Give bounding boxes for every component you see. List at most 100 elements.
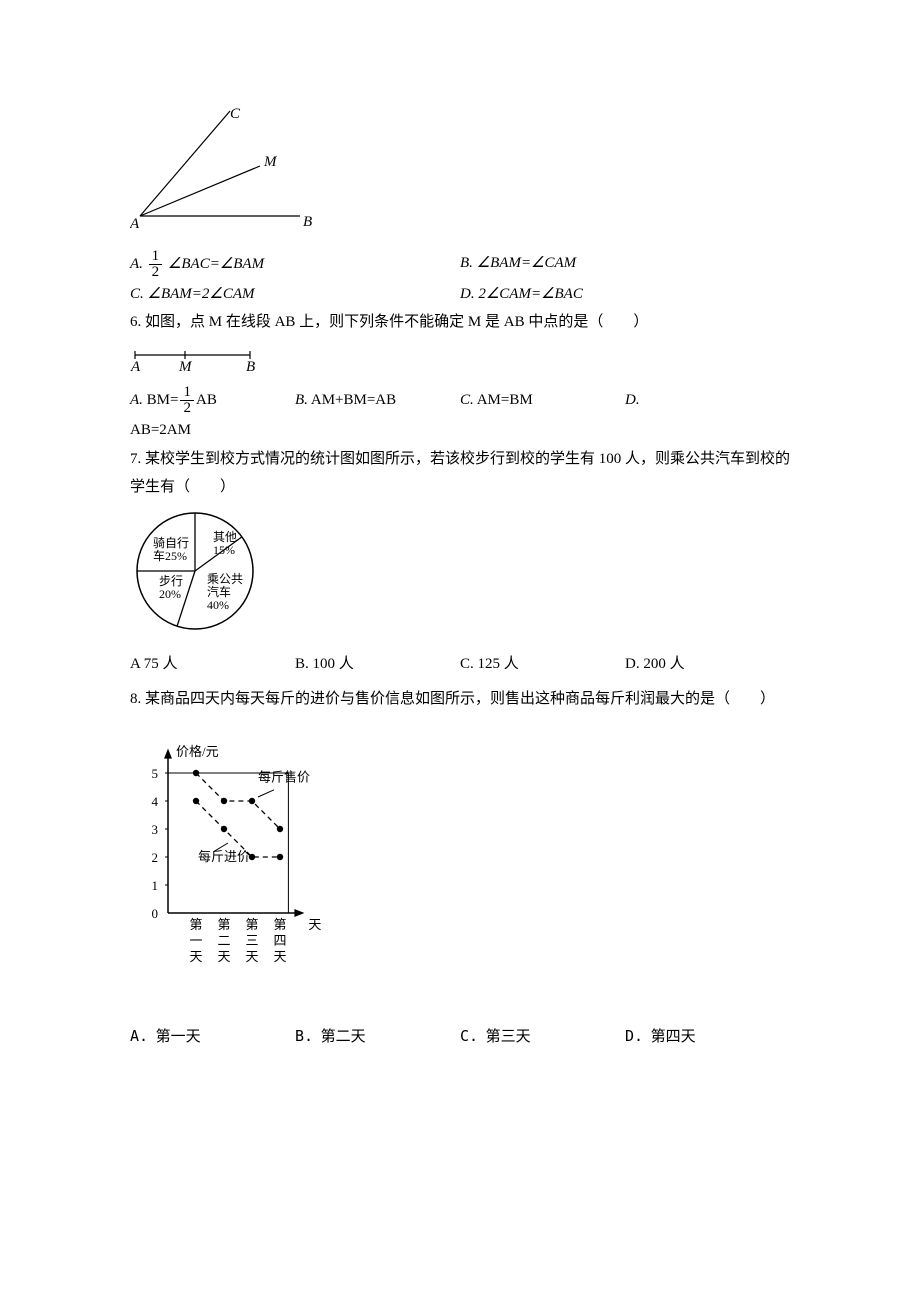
q-number: 6. (130, 314, 141, 330)
svg-text:四: 四 (273, 933, 286, 948)
svg-text:1: 1 (152, 878, 159, 893)
opt-prefix: D. (460, 286, 475, 302)
opt-prefix: B. (460, 255, 473, 271)
q6-segment-diagram: A M B (130, 343, 790, 384)
opt-prefix: A. (130, 255, 143, 271)
opt-text: 第二天 (321, 1029, 366, 1045)
q8-line-chart: 012345价格/元第一天第二天第三天第四天天每斤售价每斤进价 (130, 733, 790, 1004)
q7-option-b: B. 100 人 (295, 650, 460, 679)
label-M: M (178, 359, 193, 373)
q8-options: A. 第一天 B. 第二天 C. 第三天 D. 第四天 (130, 1022, 790, 1052)
label-A: A (130, 359, 141, 373)
svg-text:车25%: 车25% (153, 548, 187, 563)
svg-text:4: 4 (152, 794, 159, 809)
svg-text:天: 天 (189, 949, 202, 964)
svg-text:20%: 20% (159, 587, 181, 601)
svg-text:第: 第 (217, 917, 230, 932)
svg-text:一: 一 (189, 933, 202, 948)
opt-text: 第三天 (486, 1029, 531, 1045)
svg-text:0: 0 (152, 906, 159, 921)
svg-text:汽车: 汽车 (207, 584, 231, 599)
svg-text:天: 天 (217, 949, 230, 964)
frac-num: 1 (149, 249, 163, 265)
q8-question: 8. 某商品四天内每天每斤的进价与售价信息如图所示，则售出这种商品每斤利润最大的… (130, 685, 790, 714)
q7-pie-chart: 其他15%乘公共汽车40%步行20%骑自行车25% (130, 508, 790, 649)
opt-text: 第一天 (156, 1029, 201, 1045)
q6-option-d-text: AB=2AM (130, 416, 790, 445)
q6-option-a: A. BM= 1 2 AB (130, 385, 295, 416)
opt-prefix: C. (130, 286, 144, 302)
svg-text:天: 天 (308, 917, 321, 932)
opt-text: 2∠CAM=∠BAC (478, 286, 583, 302)
label-M: M (263, 154, 278, 170)
fraction-half: 1 2 (180, 385, 194, 416)
frac-num: 1 (180, 385, 194, 401)
frac-den: 2 (149, 265, 163, 280)
opt-text: 75 人 (144, 656, 178, 672)
q5-option-c: C. ∠BAM=2∠CAM (130, 280, 460, 309)
q-text: 某校学生到校方式情况的统计图如图所示，若该校步行到校的学生有 100 人，则乘公… (130, 451, 790, 496)
svg-text:其他: 其他 (213, 530, 237, 544)
svg-text:第: 第 (189, 917, 202, 932)
opt-text: AM+BM=AB (311, 392, 396, 408)
q5-option-b: B. ∠BAM=∠CAM (460, 249, 790, 278)
opt-text: ∠BAM=2∠CAM (148, 286, 255, 302)
opt-prefix: A (130, 656, 140, 672)
opt-text: AM=BM (477, 392, 533, 408)
svg-text:3: 3 (152, 822, 159, 837)
svg-text:价格/元: 价格/元 (176, 744, 219, 759)
opt-prefix: B. (295, 656, 309, 672)
opt-pre: BM= (147, 392, 179, 408)
q7-option-d: D. 200 人 (625, 650, 790, 679)
q6-option-b: B. AM+BM=AB (295, 386, 460, 415)
opt-prefix: C. (460, 1027, 478, 1045)
opt-prefix: C. (460, 392, 474, 408)
q5-option-a: A. 1 2 ∠BAC=∠BAM (130, 249, 460, 280)
q7-option-c: C. 125 人 (460, 650, 625, 679)
opt-prefix: A. (130, 1027, 148, 1045)
q7-question: 7. 某校学生到校方式情况的统计图如图所示，若该校步行到校的学生有 100 人，… (130, 445, 790, 502)
opt-text: ∠BAM=∠CAM (477, 255, 577, 271)
fraction-half: 1 2 (149, 249, 163, 280)
q6-option-c: C. AM=BM (460, 386, 625, 415)
frac-den: 2 (180, 401, 194, 416)
svg-text:每斤售价: 每斤售价 (258, 769, 310, 784)
q5-option-d: D. 2∠CAM=∠BAC (460, 280, 790, 309)
q-text: 某商品四天内每天每斤的进价与售价信息如图所示，则售出这种商品每斤利润最大的是（ … (145, 691, 775, 707)
q6-question: 6. 如图，点 M 在线段 AB 上，则下列条件不能确定 M 是 AB 中点的是… (130, 308, 790, 337)
q5-angle-diagram: A B C M (130, 106, 790, 247)
opt-text: 100 人 (313, 656, 354, 672)
opt-text: 200 人 (643, 656, 684, 672)
opt-text: 125 人 (478, 656, 519, 672)
svg-text:天: 天 (245, 949, 258, 964)
svg-text:2: 2 (152, 850, 159, 865)
label-B: B (246, 359, 255, 373)
opt-prefix: B. (295, 1027, 313, 1045)
q6-option-d: D. (625, 386, 790, 415)
q-number: 7. (130, 451, 141, 467)
svg-text:每斤进价: 每斤进价 (198, 849, 250, 864)
q5-options-row2: C. ∠BAM=2∠CAM D. 2∠CAM=∠BAC (130, 280, 790, 309)
opt-prefix: C. (460, 656, 474, 672)
svg-text:步行: 步行 (159, 574, 183, 588)
svg-text:40%: 40% (207, 598, 229, 612)
opt-post: AB (196, 392, 217, 408)
svg-text:乘公共: 乘公共 (207, 572, 243, 586)
q7-options: A 75 人 B. 100 人 C. 125 人 D. 200 人 (130, 650, 790, 679)
opt-text: ∠BAC=∠BAM (168, 255, 264, 271)
svg-text:三: 三 (245, 933, 258, 948)
q8-option-c: C. 第三天 (460, 1022, 625, 1052)
q8-option-b: B. 第二天 (295, 1022, 460, 1052)
q-text: 如图，点 M 在线段 AB 上，则下列条件不能确定 M 是 AB 中点的是（ ） (145, 314, 648, 330)
opt-text: 第四天 (651, 1029, 696, 1045)
svg-text:二: 二 (217, 933, 230, 948)
q5-options-row1: A. 1 2 ∠BAC=∠BAM B. ∠BAM=∠CAM (130, 249, 790, 280)
q7-option-a: A 75 人 (130, 650, 295, 679)
opt-prefix: D. (625, 1027, 643, 1045)
opt-prefix: A. (130, 392, 143, 408)
opt-prefix: D. (625, 656, 640, 672)
q-number: 8. (130, 691, 141, 707)
svg-text:第: 第 (273, 917, 286, 932)
svg-text:第: 第 (245, 917, 258, 932)
q6-options: A. BM= 1 2 AB B. AM+BM=AB C. AM=BM D. (130, 385, 790, 416)
